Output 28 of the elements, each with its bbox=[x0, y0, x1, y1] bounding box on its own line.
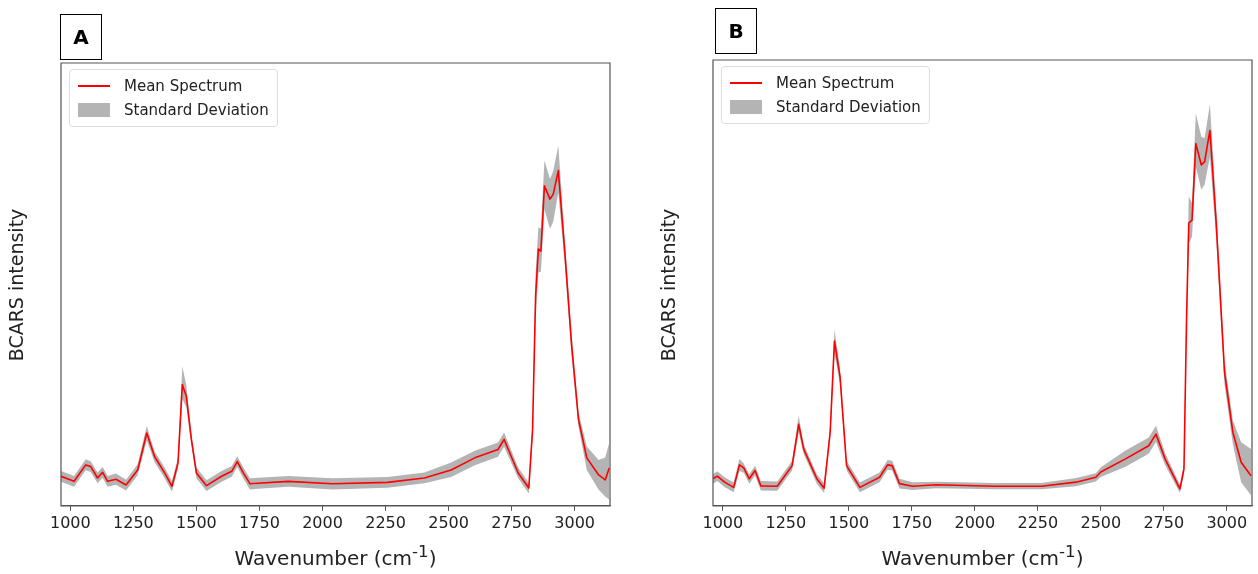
x-axis-title: Wavenumber (cm$^{-1}$) bbox=[881, 542, 1084, 570]
x-tick-label: 1000 bbox=[49, 512, 91, 532]
chart-title: A bbox=[60, 14, 102, 60]
x-tick-label: 1500 bbox=[828, 512, 870, 532]
x-tick-label: 2750 bbox=[1143, 512, 1185, 532]
x-tick-label: 1750 bbox=[239, 512, 280, 532]
legend-label: Mean Spectrum bbox=[776, 74, 895, 92]
text: Standard Deviation bbox=[124, 101, 269, 119]
text: Standard Deviation bbox=[776, 98, 921, 116]
x-tick-label: 2000 bbox=[954, 512, 996, 532]
legend-label: Mean Spectrum bbox=[124, 77, 243, 95]
x-tick-label: 1250 bbox=[765, 512, 807, 532]
x-tick-label: 2250 bbox=[1017, 512, 1059, 532]
x-tick-label: 2500 bbox=[1080, 512, 1122, 532]
x-tick-label: 2250 bbox=[365, 512, 406, 532]
x-tick-label: 1500 bbox=[176, 512, 217, 532]
y-axis-title: BCARS intensity bbox=[656, 208, 679, 362]
x-tick-label: 2500 bbox=[428, 512, 469, 532]
x-tick-label: 1000 bbox=[702, 512, 744, 532]
x-tick-label: 1250 bbox=[113, 512, 154, 532]
x-axis-title: Wavenumber (cm$^{-1}$) bbox=[234, 542, 437, 570]
x-tick-label: 3000 bbox=[1206, 512, 1248, 532]
chart-title: B bbox=[715, 8, 757, 54]
x-tick-label: 1750 bbox=[891, 512, 933, 532]
y-axis-title: BCARS intensity bbox=[4, 208, 27, 362]
x-tick-label: 3000 bbox=[554, 512, 596, 532]
x-tick-label: 2750 bbox=[491, 512, 533, 532]
x-tick-label: 2000 bbox=[302, 512, 343, 532]
